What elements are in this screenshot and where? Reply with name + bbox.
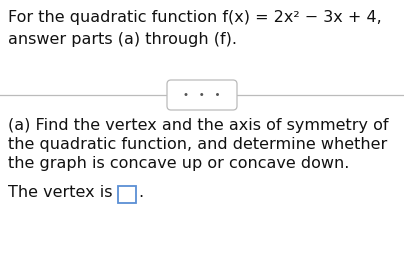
Text: .: . [138, 185, 143, 200]
Text: For the quadratic function f(x) = 2x² − 3x + 4,: For the quadratic function f(x) = 2x² − … [8, 10, 382, 25]
FancyBboxPatch shape [167, 80, 237, 110]
Text: the quadratic function, and determine whether: the quadratic function, and determine wh… [8, 137, 387, 152]
Text: answer parts (a) through (f).: answer parts (a) through (f). [8, 32, 237, 47]
Text: the graph is concave up or concave down.: the graph is concave up or concave down. [8, 156, 349, 171]
Text: The vertex is: The vertex is [8, 185, 118, 200]
Text: •   •   •: • • • [183, 90, 221, 100]
FancyBboxPatch shape [118, 186, 136, 203]
Text: (a) Find the vertex and the axis of symmetry of: (a) Find the vertex and the axis of symm… [8, 118, 389, 133]
